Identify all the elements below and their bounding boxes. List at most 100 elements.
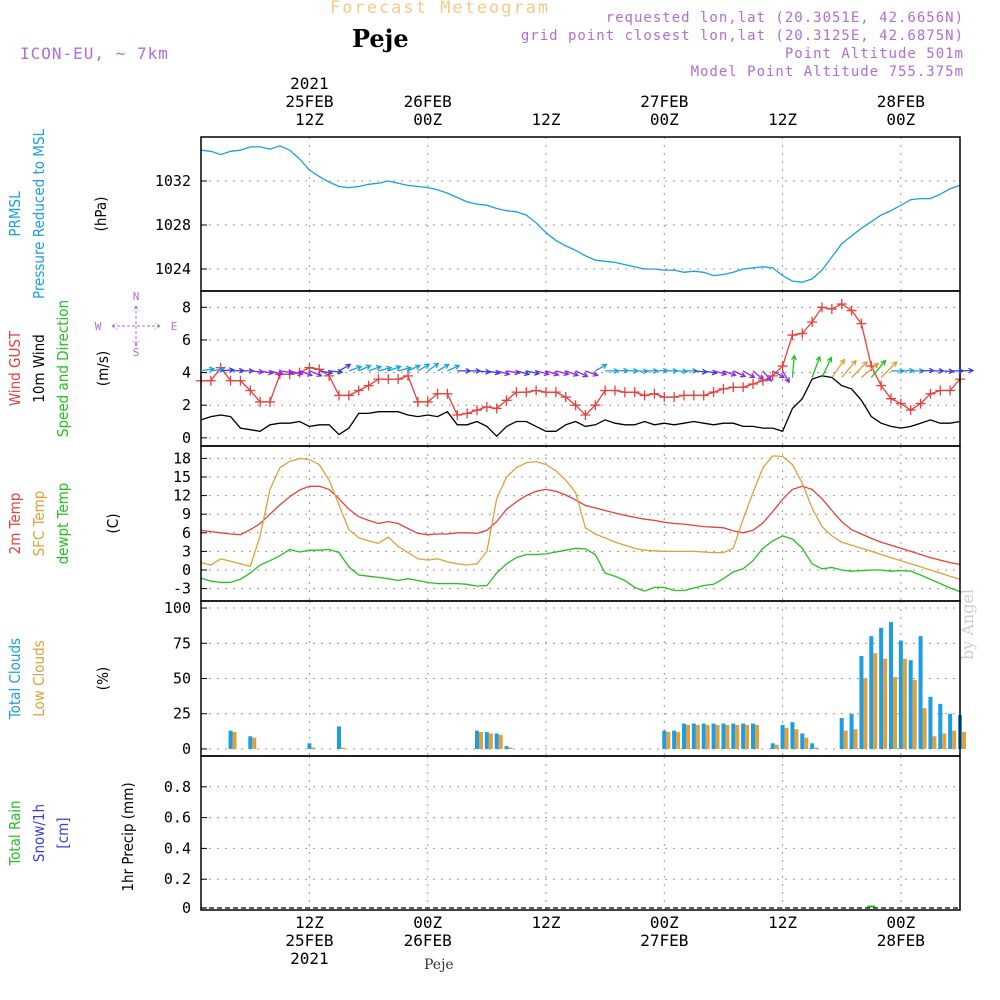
gust-marker	[442, 388, 453, 399]
series-line	[200, 535, 961, 593]
cloud-bar	[662, 730, 667, 749]
compass-s: S	[133, 346, 140, 359]
gust-marker	[422, 396, 433, 407]
cloud-bar	[922, 708, 927, 749]
y-tick-label: 9	[182, 505, 191, 523]
wind-arrow	[713, 370, 728, 377]
panel-pressure	[200, 136, 961, 292]
gust-marker	[501, 395, 512, 406]
panel-precip	[200, 755, 961, 911]
requested-coords: requested lon,lat (20.3051E, 42.6656N)	[605, 10, 964, 26]
gust-marker	[905, 405, 916, 416]
cloud-bar	[672, 730, 677, 749]
y-tick-label: 0.2	[164, 870, 191, 888]
cloud-bar	[682, 723, 686, 749]
cloud-bar	[232, 732, 237, 749]
gust-marker	[639, 390, 650, 401]
series-line	[200, 375, 961, 438]
time-label-top: 27FEB	[640, 92, 688, 111]
cloud-bar	[839, 717, 844, 749]
series-line	[201, 303, 961, 416]
gust-marker	[817, 302, 827, 313]
gust-marker	[452, 410, 463, 420]
y-tick-label: 8	[182, 298, 191, 316]
gust-marker	[560, 392, 571, 403]
gust-marker	[255, 396, 266, 407]
gust-marker	[245, 385, 256, 396]
cloud-bar	[942, 733, 947, 749]
unit-label: 1hr Precip (mm)	[119, 782, 137, 891]
cloud-bar	[741, 723, 746, 749]
time-label-top: 2021	[290, 74, 329, 93]
cloud-bar	[311, 747, 316, 749]
wind-arrow	[870, 359, 887, 378]
gust-marker	[826, 303, 837, 314]
gust-marker	[619, 387, 630, 398]
wind-arrow	[831, 358, 846, 378]
cloud-bar	[873, 653, 878, 749]
wind-arrow	[220, 367, 236, 374]
wind-arrow	[841, 359, 857, 378]
cloud-bar	[695, 725, 700, 749]
y-tick-label: 0.8	[164, 778, 191, 796]
gust-marker	[767, 370, 778, 381]
y-tick-label: 4	[182, 364, 191, 382]
cloud-bar	[918, 636, 923, 749]
wind-arrow	[575, 370, 589, 378]
cloud-bar	[849, 713, 854, 749]
gust-marker	[541, 387, 551, 398]
cloud-bar	[475, 730, 479, 749]
y-tick-label: 0.6	[164, 809, 191, 827]
wind-arrow	[585, 370, 599, 377]
gust-marker	[570, 400, 581, 411]
gust-marker	[383, 374, 394, 385]
gust-marker	[225, 375, 236, 386]
gust-marker	[688, 390, 699, 401]
gust-marker	[698, 390, 709, 401]
time-label-top: 28FEB	[877, 92, 925, 111]
wind-arrow	[860, 362, 880, 378]
wind-arrow	[742, 370, 756, 379]
y-tick-label: 1028	[155, 216, 191, 234]
model-label: ICON-EU, ~ 7km	[20, 44, 169, 63]
y-tick-label: 0	[182, 899, 191, 917]
cloud-bar	[879, 627, 884, 749]
panel-label: dewpt Temp	[54, 483, 72, 565]
panel-label: [cm]	[54, 817, 72, 848]
y-tick-label: 0	[182, 561, 191, 579]
gust-marker	[580, 410, 591, 420]
cloud-bar	[252, 737, 257, 749]
panel-label: Total Rain	[6, 800, 24, 866]
gust-marker	[353, 385, 364, 396]
gust-marker	[343, 390, 354, 401]
gust-marker	[935, 385, 946, 396]
cloud-bar	[755, 725, 759, 749]
cloud-bar	[790, 722, 795, 749]
gust-marker	[334, 390, 344, 401]
cloud-bar	[705, 725, 710, 749]
grid-coords: grid point closest lon,lat (20.3125E, 42…	[520, 28, 964, 44]
cloud-bar	[711, 723, 716, 749]
cloud-bar	[962, 732, 966, 749]
wind-arrow	[496, 370, 511, 377]
gust-marker	[363, 380, 374, 391]
panel-frame	[200, 445, 961, 602]
wind-arrow	[417, 363, 431, 372]
footer-station: Peje	[424, 957, 454, 973]
panel-label: 2m Temp	[6, 493, 24, 555]
compass-w: W	[95, 320, 102, 333]
cloud-bar	[307, 743, 312, 749]
cloud-bar	[912, 679, 917, 749]
series-line	[200, 455, 961, 580]
gust-marker	[511, 387, 522, 398]
gust-marker	[925, 388, 936, 399]
gust-marker	[748, 379, 758, 389]
cloud-bar	[248, 736, 253, 749]
time-label-bottom: 25FEB	[285, 931, 333, 950]
wind-arrow	[782, 370, 790, 384]
cloud-bar	[484, 732, 489, 749]
cloud-bar	[883, 658, 888, 749]
station-name: Peje	[352, 24, 409, 53]
compass-e: E	[171, 320, 178, 333]
panel-label: Pressure Reduced to MSL	[30, 128, 48, 299]
